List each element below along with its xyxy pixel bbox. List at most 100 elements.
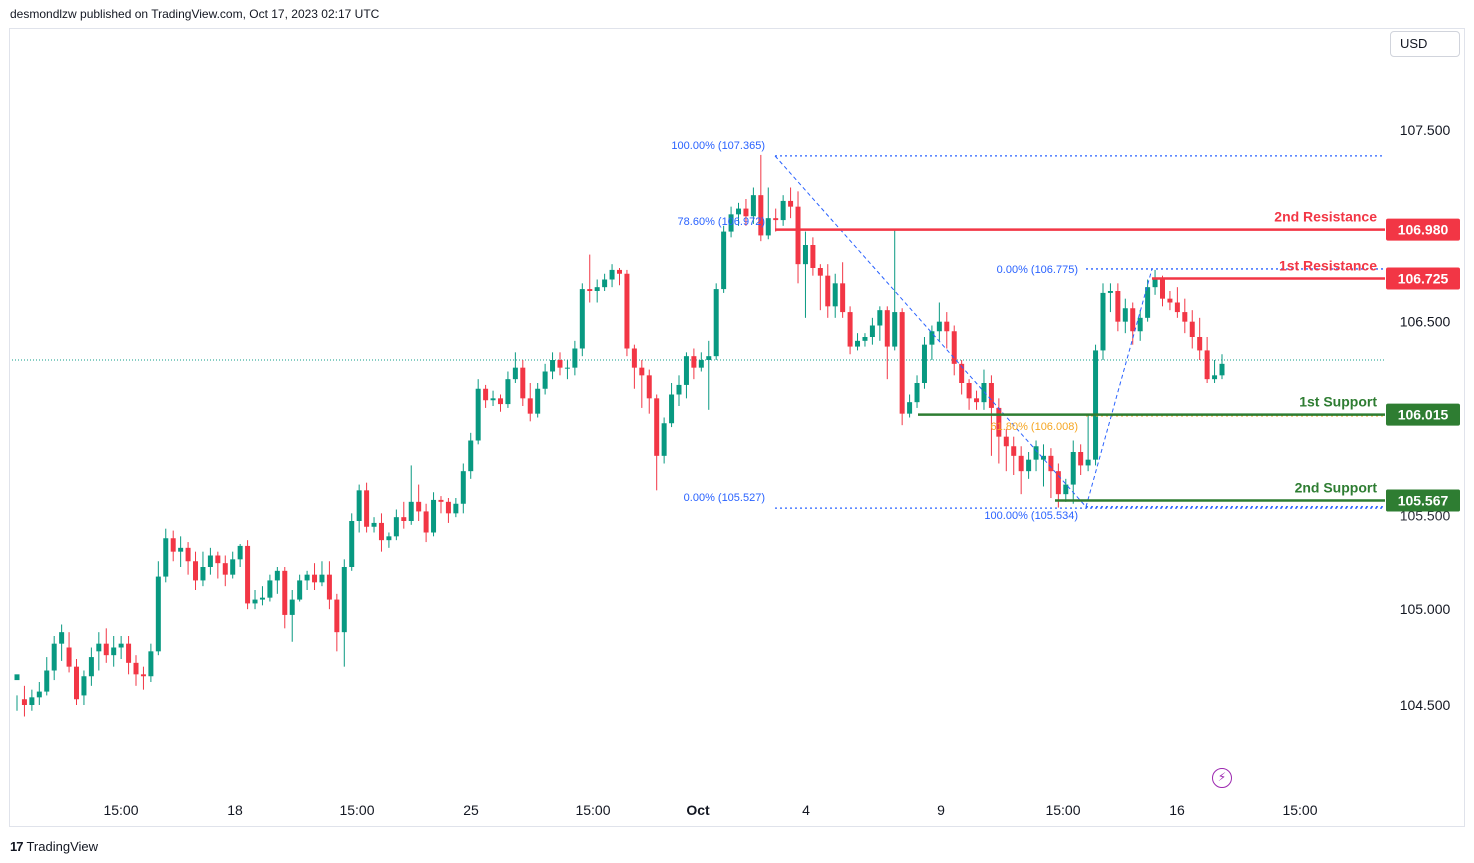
- candle[interactable]: [966, 379, 972, 410]
- candle[interactable]: [416, 484, 422, 521]
- candle[interactable]: [81, 670, 87, 706]
- candle[interactable]: [1167, 291, 1173, 311]
- fib-trend-line[interactable]: [1085, 268, 1153, 507]
- candle[interactable]: [453, 498, 459, 518]
- candle[interactable]: [1107, 283, 1113, 313]
- candle[interactable]: [66, 632, 72, 673]
- candle[interactable]: [542, 363, 548, 395]
- candle[interactable]: [1100, 283, 1106, 360]
- candle[interactable]: [334, 593, 340, 652]
- candle[interactable]: [312, 563, 318, 590]
- candle[interactable]: [1078, 444, 1084, 475]
- candle[interactable]: [289, 590, 295, 642]
- candle[interactable]: [869, 317, 875, 345]
- candle[interactable]: [929, 325, 935, 361]
- candle[interactable]: [1040, 444, 1046, 487]
- candle[interactable]: [557, 352, 563, 376]
- candle[interactable]: [297, 574, 303, 602]
- candle[interactable]: [802, 231, 808, 318]
- candle[interactable]: [817, 264, 823, 311]
- candle[interactable]: [683, 352, 689, 399]
- candle[interactable]: [1137, 310, 1143, 341]
- candle[interactable]: [899, 308, 905, 426]
- candle[interactable]: [1033, 440, 1039, 472]
- candle[interactable]: [669, 383, 675, 428]
- fib-trend-line[interactable]: [774, 155, 1087, 508]
- candle[interactable]: [222, 555, 228, 587]
- candle[interactable]: [1130, 302, 1136, 345]
- candle[interactable]: [661, 417, 667, 464]
- candle[interactable]: [698, 352, 704, 372]
- candle[interactable]: [237, 544, 243, 567]
- candle[interactable]: [1048, 448, 1054, 498]
- candle[interactable]: [438, 496, 444, 514]
- candle[interactable]: [795, 191, 801, 284]
- candle[interactable]: [490, 390, 496, 406]
- candle[interactable]: [215, 551, 221, 579]
- candle[interactable]: [1011, 436, 1017, 475]
- candle[interactable]: [564, 360, 570, 380]
- candle[interactable]: [1182, 298, 1188, 334]
- candle[interactable]: [1212, 360, 1218, 383]
- candle[interactable]: [914, 375, 920, 408]
- candle[interactable]: [304, 570, 310, 590]
- candle[interactable]: [178, 536, 184, 567]
- candle[interactable]: [527, 383, 533, 422]
- candle[interactable]: [1219, 354, 1225, 380]
- candle[interactable]: [1063, 478, 1069, 502]
- candle[interactable]: [1204, 337, 1210, 383]
- candle[interactable]: [408, 465, 414, 525]
- candle[interactable]: [550, 352, 556, 380]
- candle[interactable]: [460, 463, 466, 514]
- candle[interactable]: [88, 647, 94, 686]
- candle[interactable]: [706, 340, 712, 410]
- candle[interactable]: [810, 237, 816, 276]
- candle[interactable]: [892, 229, 898, 351]
- candle[interactable]: [1085, 413, 1091, 472]
- candle[interactable]: [140, 666, 146, 690]
- candle[interactable]: [587, 254, 593, 303]
- candle[interactable]: [21, 685, 27, 717]
- candle[interactable]: [617, 268, 622, 286]
- candle[interactable]: [185, 542, 191, 575]
- candle[interactable]: [654, 394, 660, 491]
- candle[interactable]: [944, 312, 950, 349]
- candle[interactable]: [200, 551, 206, 587]
- candle[interactable]: [631, 344, 637, 389]
- candle[interactable]: [1174, 287, 1180, 318]
- candle[interactable]: [155, 561, 161, 656]
- candle[interactable]: [951, 325, 957, 376]
- candle[interactable]: [401, 501, 407, 529]
- candle[interactable]: [74, 659, 80, 705]
- candle[interactable]: [907, 394, 913, 418]
- candle[interactable]: [847, 306, 853, 355]
- candle[interactable]: [364, 482, 370, 533]
- candle[interactable]: [765, 187, 771, 240]
- candle[interactable]: [884, 306, 890, 380]
- candle[interactable]: [1122, 298, 1128, 334]
- candle[interactable]: [1197, 317, 1203, 360]
- candle[interactable]: [14, 674, 20, 711]
- candle[interactable]: [505, 371, 511, 408]
- candle[interactable]: [148, 643, 154, 682]
- candle[interactable]: [624, 269, 630, 357]
- candle[interactable]: [646, 369, 652, 414]
- lightning-icon[interactable]: ⚡: [1212, 768, 1232, 788]
- candle[interactable]: [981, 369, 987, 410]
- candle[interactable]: [468, 432, 474, 479]
- candle[interactable]: [267, 574, 273, 602]
- candle[interactable]: [319, 561, 325, 587]
- candle[interactable]: [832, 273, 838, 318]
- candle[interactable]: [230, 551, 236, 579]
- candle[interactable]: [36, 682, 42, 705]
- candle[interactable]: [29, 689, 35, 711]
- candle[interactable]: [572, 340, 578, 376]
- candle[interactable]: [245, 540, 251, 610]
- candle[interactable]: [386, 532, 392, 548]
- candle[interactable]: [423, 503, 429, 543]
- candle[interactable]: [512, 352, 518, 383]
- candle[interactable]: [639, 360, 645, 408]
- candle[interactable]: [126, 636, 132, 675]
- candle[interactable]: [1145, 279, 1151, 322]
- candle[interactable]: [788, 187, 794, 219]
